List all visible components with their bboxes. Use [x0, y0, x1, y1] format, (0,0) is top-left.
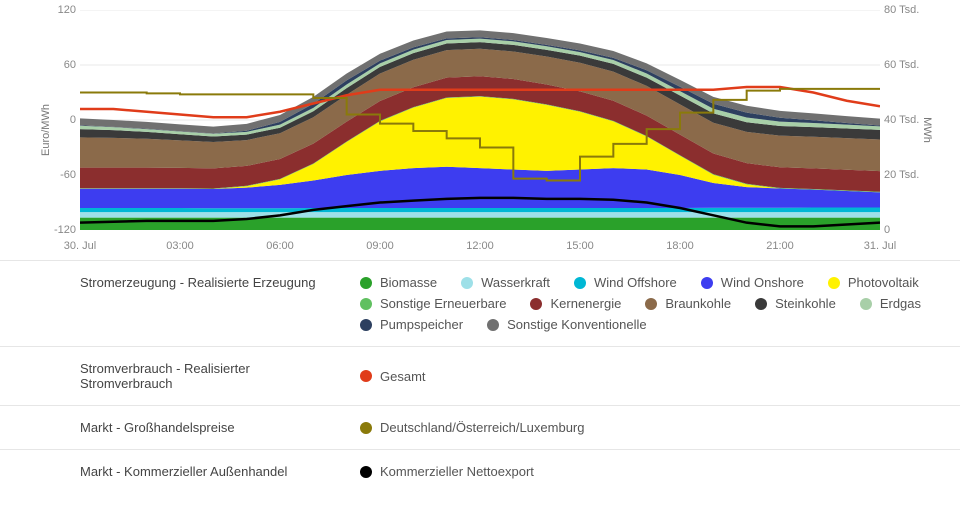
legend-item-label: Gesamt	[380, 369, 426, 384]
legend-item[interactable]: Wasserkraft	[461, 275, 550, 290]
legend-item-label: Biomasse	[380, 275, 437, 290]
legend-group-title: Markt - Kommerzieller Außenhandel	[80, 464, 340, 479]
legend-items: Deutschland/Österreich/Luxemburg	[360, 420, 585, 435]
chart-region: Euro/MWh MWh -120-60060120020 Tsd.40 Tsd…	[0, 0, 960, 260]
legend-swatch-icon	[360, 319, 372, 331]
legend-swatch-icon	[360, 370, 372, 382]
legend-item-label: Wind Onshore	[721, 275, 804, 290]
y-left-tick: 60	[42, 59, 76, 71]
legend-item-label: Sonstige Konventionelle	[507, 317, 647, 332]
legend-group-title: Markt - Großhandelspreise	[80, 420, 340, 435]
legend-swatch-icon	[360, 422, 372, 434]
legend-items: Gesamt	[360, 361, 426, 391]
legend-item-label: Sonstige Erneuerbare	[380, 296, 506, 311]
legend-item[interactable]: Kernenergie	[530, 296, 621, 311]
x-tick: 06:00	[266, 240, 294, 252]
legend-item-label: Pumpspeicher	[380, 317, 463, 332]
y-left-tick: -60	[42, 169, 76, 181]
legend-swatch-icon	[574, 277, 586, 289]
legend-item[interactable]: Braunkohle	[645, 296, 731, 311]
chart-svg	[80, 10, 880, 230]
legend-item[interactable]: Erdgas	[860, 296, 921, 311]
legend-swatch-icon	[645, 298, 657, 310]
legend-swatch-icon	[860, 298, 872, 310]
legend-swatch-icon	[828, 277, 840, 289]
legend-item[interactable]: Wind Offshore	[574, 275, 677, 290]
legend-swatch-icon	[360, 298, 372, 310]
legend-items: Kommerzieller Nettoexport	[360, 464, 534, 479]
legend-item-label: Photovoltaik	[848, 275, 919, 290]
x-tick: 15:00	[566, 240, 594, 252]
legend-swatch-icon	[755, 298, 767, 310]
legend-swatch-icon	[461, 277, 473, 289]
y-right-tick: 0	[884, 224, 932, 236]
legend-item[interactable]: Photovoltaik	[828, 275, 919, 290]
y-right-tick: 80 Tsd.	[884, 4, 932, 16]
legend-group-title: Stromerzeugung - Realisierte Erzeugung	[80, 275, 340, 332]
legend-group: Markt - Großhandelspreise Deutschland/Öst…	[0, 405, 960, 449]
legend-items: Biomasse Wasserkraft Wind Offshore Wind Ons…	[360, 275, 940, 332]
legend-swatch-icon	[487, 319, 499, 331]
legend-item[interactable]: Biomasse	[360, 275, 437, 290]
x-tick: 12:00	[466, 240, 494, 252]
x-tick: 18:00	[666, 240, 694, 252]
legend-group: Stromerzeugung - Realisierte Erzeugung Bi…	[0, 260, 960, 346]
legend-item-label: Kommerzieller Nettoexport	[380, 464, 534, 479]
y-left-tick: 120	[42, 4, 76, 16]
legend-item-label: Steinkohle	[775, 296, 836, 311]
legend-item-label: Braunkohle	[665, 296, 731, 311]
legend-item-label: Deutschland/Österreich/Luxemburg	[380, 420, 585, 435]
legend-item-label: Wasserkraft	[481, 275, 550, 290]
y-left-tick: -120	[42, 224, 76, 236]
legend-item[interactable]: Wind Onshore	[701, 275, 804, 290]
x-tick: 21:00	[766, 240, 794, 252]
legend-item[interactable]: Kommerzieller Nettoexport	[360, 464, 534, 479]
y-right-tick: 20 Tsd.	[884, 169, 932, 181]
y-right-tick: 60 Tsd.	[884, 59, 932, 71]
x-tick: 09:00	[366, 240, 394, 252]
legend-item[interactable]: Sonstige Konventionelle	[487, 317, 647, 332]
legend-swatch-icon	[701, 277, 713, 289]
legend-swatch-icon	[360, 277, 372, 289]
legend-item-label: Kernenergie	[550, 296, 621, 311]
y-right-tick: 40 Tsd.	[884, 114, 932, 126]
legend-group: Markt - Kommerzieller Außenhandel Kommerz…	[0, 449, 960, 493]
x-tick: 31. Jul	[864, 240, 896, 252]
page-container: Euro/MWh MWh -120-60060120020 Tsd.40 Tsd…	[0, 0, 960, 493]
y-left-axis-label: Euro/MWh	[40, 104, 52, 156]
x-tick: 30. Jul	[64, 240, 96, 252]
legend-item[interactable]: Pumpspeicher	[360, 317, 463, 332]
legend-item[interactable]: Sonstige Erneuerbare	[360, 296, 506, 311]
legend-swatch-icon	[360, 466, 372, 478]
area-Wasserkraft	[80, 212, 880, 218]
y-left-tick: 0	[42, 114, 76, 126]
legend-item-label: Erdgas	[880, 296, 921, 311]
legend-swatch-icon	[530, 298, 542, 310]
legend-item-label: Wind Offshore	[594, 275, 677, 290]
legend-container: Stromerzeugung - Realisierte Erzeugung Bi…	[0, 260, 960, 493]
legend-group-title: Stromverbrauch - Realisierter Stromverbr…	[80, 361, 340, 391]
legend-group: Stromverbrauch - Realisierter Stromverbr…	[0, 346, 960, 405]
x-tick: 03:00	[166, 240, 194, 252]
legend-item[interactable]: Gesamt	[360, 369, 426, 384]
legend-item[interactable]: Deutschland/Österreich/Luxemburg	[360, 420, 585, 435]
legend-item[interactable]: Steinkohle	[755, 296, 836, 311]
